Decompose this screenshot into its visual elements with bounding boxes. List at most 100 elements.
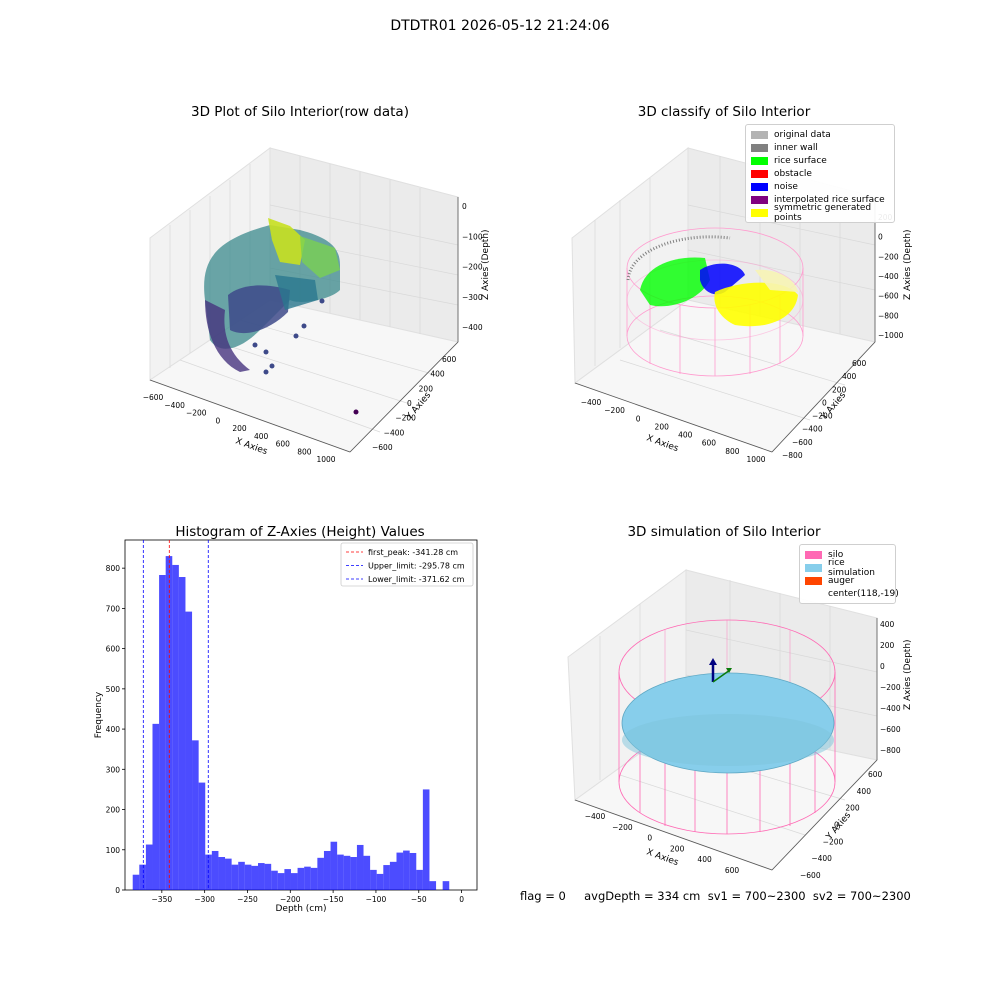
tick-label: 800: [297, 447, 312, 456]
histogram-bar: [310, 867, 318, 890]
legend-entry: interpolated rice surface: [751, 193, 889, 206]
tick-label: −800: [880, 746, 901, 755]
histogram-bar: [264, 863, 272, 890]
x-tick-label: −300: [194, 895, 215, 904]
tick-label: 200: [419, 384, 434, 393]
histogram-bar: [178, 577, 186, 890]
y-tick-label: 200: [106, 806, 121, 815]
legend-swatch: [805, 590, 822, 598]
classify-zlabel: Z Axies (Depth): [903, 229, 913, 300]
tick-label: −800: [782, 451, 803, 460]
histogram-bar: [317, 857, 324, 890]
legend-swatch: [805, 550, 822, 559]
histogram-bar: [383, 865, 390, 890]
tick-label: −200: [612, 823, 633, 832]
histogram-bar: [258, 863, 265, 890]
tick-label: 400: [430, 370, 445, 379]
histogram-bar: [251, 865, 259, 890]
classify-rice-surface: [640, 257, 798, 327]
tick-label: −400: [164, 401, 185, 410]
histogram-bar: [429, 881, 437, 890]
tick-label: 400: [678, 431, 693, 440]
histogram-bar: [225, 858, 232, 890]
legend-entry: original data: [751, 128, 889, 141]
tick-label: −800: [878, 311, 899, 320]
histogram-bar: [132, 874, 140, 890]
raw-zlabel: Z Axies (Depth): [481, 229, 491, 300]
histogram-bar: [416, 869, 423, 890]
histogram-bar: [211, 850, 219, 890]
histogram-bar: [422, 789, 430, 890]
tick-label: 400: [697, 855, 712, 864]
sim-3d-plot: −400 −200 0 200 400 600 −600 −400 −200 0 200 400 60…: [567, 569, 913, 880]
sim-rice-surface: [621, 672, 835, 774]
tick-label: −400: [811, 854, 832, 863]
tick-label: −400: [462, 323, 483, 332]
sim-auger: [709, 658, 732, 683]
raw-x-ticks: −600−400−200 0 200 400 600 800 1000: [143, 393, 336, 464]
tick-label: 600: [276, 440, 291, 449]
raw-z-ticks: −400 −300 −200 −100 0: [462, 202, 483, 332]
histogram-bar: [363, 855, 371, 890]
tick-label: 0: [215, 416, 220, 425]
status-footer: flag = 0 avgDepth = 334 cm sv1 = 700~230…: [520, 889, 911, 903]
tick-label: −600: [143, 393, 164, 402]
histogram-bar: [350, 857, 357, 890]
raw-outlier-points: [252, 298, 359, 415]
histogram-bar: [139, 864, 146, 890]
legend-entry: silo: [805, 548, 890, 561]
y-tick-label: 300: [106, 765, 121, 774]
legend-label: original data: [774, 129, 831, 140]
x-tick-label: −250: [237, 895, 258, 904]
tick-label: 0: [880, 662, 885, 671]
tick-label: 0: [647, 834, 652, 843]
histogram-bar: [290, 873, 298, 890]
legend-label: noise: [774, 181, 798, 192]
raw-panel-title: 3D Plot of Silo Interior(row data): [191, 104, 409, 120]
tick-label: 200: [670, 844, 685, 853]
y-tick-label: 700: [106, 604, 121, 613]
histogram-bar: [244, 864, 252, 890]
tick-label: −300: [462, 293, 483, 302]
histogram-bar: [145, 844, 153, 890]
histogram-bar: [159, 575, 166, 890]
tick-label: 600: [442, 355, 457, 364]
classify-y-ticks: −800 −600 −400 −200 0 200 400 600: [782, 359, 867, 460]
y-tick-label: 600: [106, 645, 121, 654]
histogram-title: Histogram of Z-Axies (Height) Values: [175, 524, 425, 540]
legend-swatch: [751, 208, 768, 217]
histogram-legend: first_peak: -341.28 cm Upper_limit: -295.…: [340, 542, 474, 587]
raw-axis-lines: [149, 197, 459, 453]
legend-entry: inner wall: [751, 141, 889, 154]
histogram-bar: [297, 867, 305, 890]
histogram-bars: [132, 556, 450, 890]
histogram-bar: [389, 861, 397, 890]
histogram-xlabel: Depth (cm): [275, 904, 326, 914]
tick-label: 0: [834, 821, 839, 830]
tick-label: −200: [878, 252, 899, 261]
tick-label: −1000: [878, 331, 904, 340]
legend-swatch: [751, 195, 768, 204]
tick-label: −600: [792, 438, 813, 447]
sim-axis-lines: [574, 618, 878, 871]
y-tick-label: 400: [106, 725, 121, 734]
legend-box: [340, 542, 474, 587]
figure-title: DTDTR01 2026-05-12 21:24:06: [390, 18, 610, 34]
tick-label: −600: [880, 725, 901, 734]
tick-label: −200: [186, 409, 207, 418]
tick-label: −200: [604, 406, 625, 415]
legend-label: first_peak: -341.28 cm: [368, 548, 458, 557]
tick-label: 200: [832, 385, 847, 394]
tick-label: −100: [462, 232, 483, 241]
legend-swatch: [751, 156, 768, 165]
tick-label: 800: [725, 447, 740, 456]
y-tick-label: 0: [115, 886, 120, 895]
x-tick-label: −50: [411, 895, 427, 904]
tick-label: 400: [842, 372, 857, 381]
histogram-bar: [376, 873, 384, 890]
legend-label: inner wall: [774, 142, 818, 153]
tick-label: 200: [845, 804, 860, 813]
legend-label: symmetric generated points: [774, 202, 872, 223]
legend-entry: rice simulation: [805, 558, 890, 578]
